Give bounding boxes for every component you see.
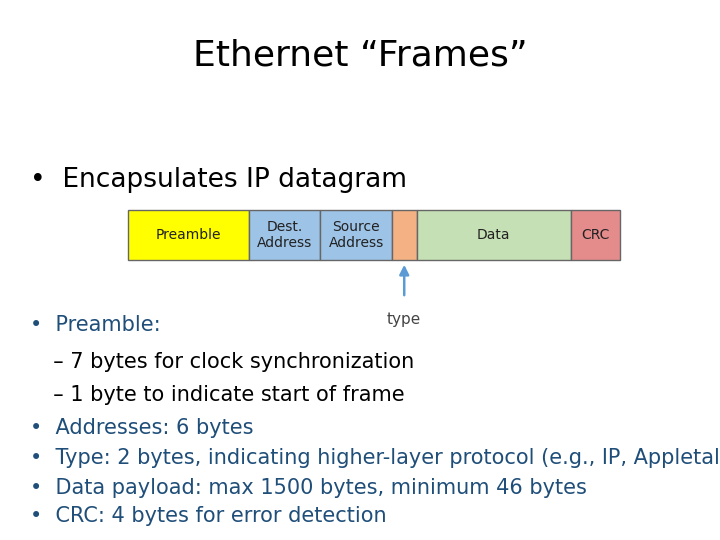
Text: Dest.
Address: Dest. Address <box>257 220 312 250</box>
Bar <box>249 210 320 260</box>
Text: •  Data payload: max 1500 bytes, minimum 46 bytes: • Data payload: max 1500 bytes, minimum … <box>30 478 587 498</box>
Text: – 1 byte to indicate start of frame: – 1 byte to indicate start of frame <box>40 385 405 405</box>
Text: Source
Address: Source Address <box>328 220 384 250</box>
Bar <box>392 210 417 260</box>
Text: •  Preamble:: • Preamble: <box>30 315 161 335</box>
Text: •  Type: 2 bytes, indicating higher-layer protocol (e.g., IP, Appletalk): • Type: 2 bytes, indicating higher-layer… <box>30 448 720 468</box>
Text: type: type <box>387 312 421 327</box>
Text: Data: Data <box>477 228 510 242</box>
Text: •  CRC: 4 bytes for error detection: • CRC: 4 bytes for error detection <box>30 506 387 526</box>
Text: – 7 bytes for clock synchronization: – 7 bytes for clock synchronization <box>40 352 414 372</box>
Text: •  Addresses: 6 bytes: • Addresses: 6 bytes <box>30 418 253 438</box>
Text: Preamble: Preamble <box>156 228 221 242</box>
Bar <box>128 210 249 260</box>
Bar <box>570 210 620 260</box>
Text: Ethernet “Frames”: Ethernet “Frames” <box>193 38 527 72</box>
Text: •  Encapsulates IP datagram: • Encapsulates IP datagram <box>30 167 407 193</box>
Text: CRC: CRC <box>581 228 609 242</box>
Bar <box>320 210 392 260</box>
Bar <box>417 210 570 260</box>
